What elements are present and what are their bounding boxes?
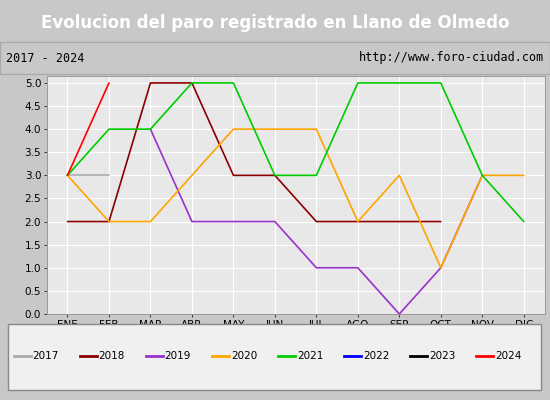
Text: 2022: 2022 (363, 350, 389, 360)
Text: 2019: 2019 (165, 350, 191, 360)
Text: 2017: 2017 (32, 350, 59, 360)
Text: http://www.foro-ciudad.com: http://www.foro-ciudad.com (359, 52, 544, 64)
Text: 2018: 2018 (98, 350, 125, 360)
Text: 2024: 2024 (495, 350, 521, 360)
Text: 2021: 2021 (297, 350, 323, 360)
Text: 2020: 2020 (231, 350, 257, 360)
Text: Evolucion del paro registrado en Llano de Olmedo: Evolucion del paro registrado en Llano d… (41, 14, 509, 32)
Text: 2023: 2023 (429, 350, 455, 360)
Text: 2017 - 2024: 2017 - 2024 (6, 52, 84, 64)
